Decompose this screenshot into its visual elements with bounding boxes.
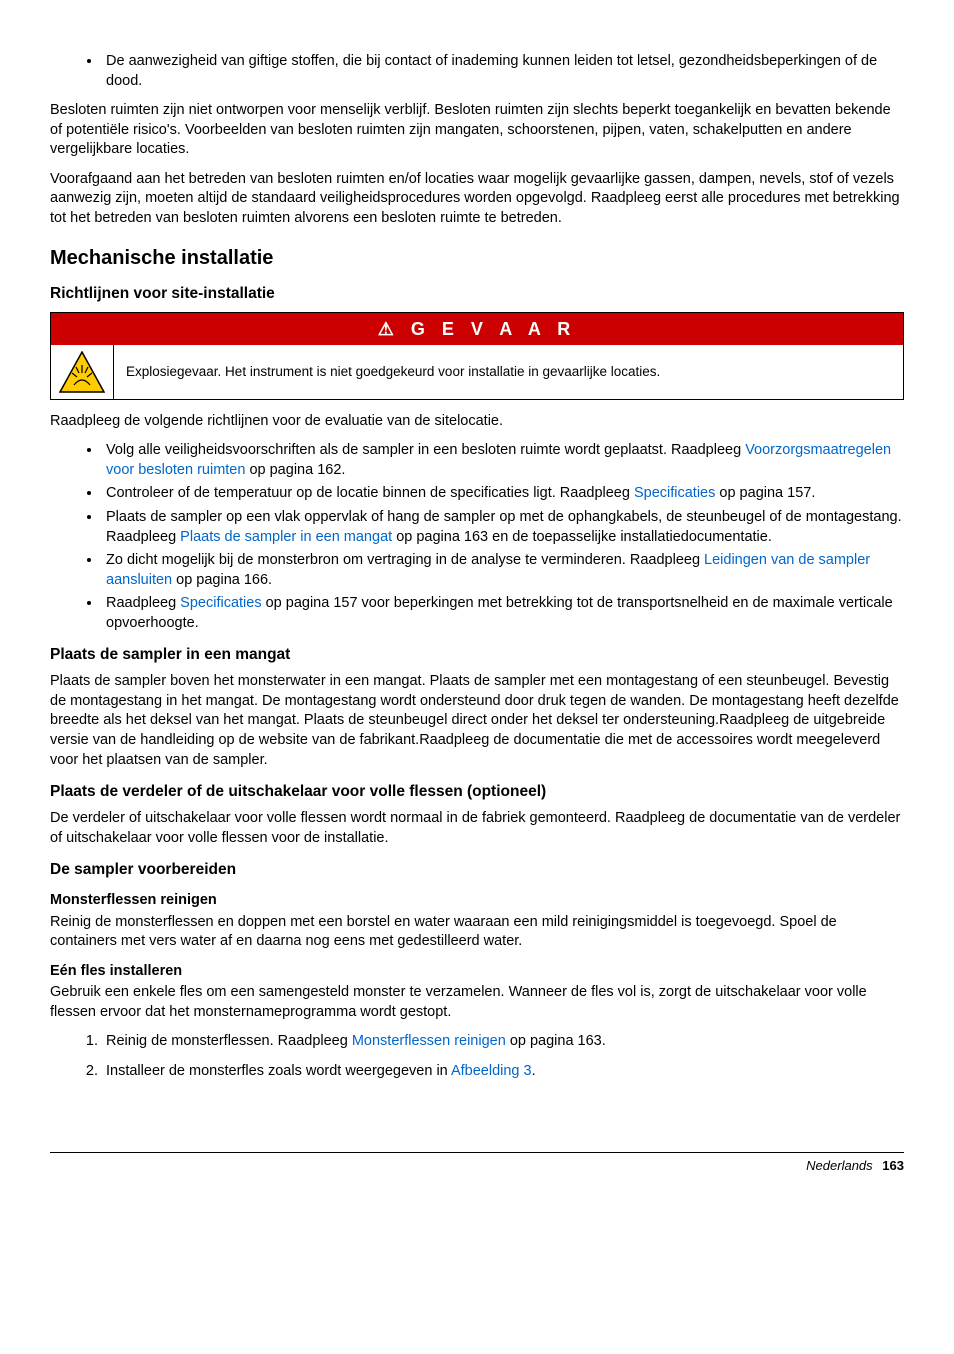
list-item: Zo dicht mogelijk bij de monsterbron om … bbox=[102, 551, 904, 590]
list-item: Plaats de sampler op een vlak oppervlak … bbox=[102, 508, 904, 547]
guidelines-intro: Raadpleeg de volgende richtlijnen voor d… bbox=[50, 412, 904, 432]
guidelines-list: Volg alle veiligheidsvoorschriften als d… bbox=[50, 441, 904, 633]
intro-bullet-list: De aanwezigheid van giftige stoffen, die… bbox=[50, 52, 904, 91]
intro-paragraph-2: Voorafgaand aan het betreden van beslote… bbox=[50, 170, 904, 229]
intro-paragraph-1: Besloten ruimten zijn niet ontworpen voo… bbox=[50, 101, 904, 160]
eenfles-paragraph: Gebruik een enkele fles om een samengest… bbox=[50, 983, 904, 1022]
page-footer: Nederlands 163 bbox=[50, 1152, 904, 1175]
link-specificaties-2[interactable]: Specificaties bbox=[180, 595, 261, 611]
verdeler-heading: Plaats de verdeler of de uitschakelaar v… bbox=[50, 782, 904, 803]
link-specificaties[interactable]: Specificaties bbox=[634, 485, 715, 501]
mangat-paragraph: Plaats de sampler boven het monsterwater… bbox=[50, 672, 904, 770]
text: Zo dicht mogelijk bij de monsterbron om … bbox=[106, 552, 704, 568]
text: op pagina 157. bbox=[715, 485, 815, 501]
danger-box: ⚠ G E V A A R Explosiegevaar. Het instru… bbox=[50, 312, 904, 399]
step-item: Reinig de monsterflessen. Raadpleeg Mons… bbox=[102, 1032, 904, 1052]
step-item: Installeer de monsterfles zoals wordt we… bbox=[102, 1062, 904, 1082]
text: Raadpleeg bbox=[106, 595, 180, 611]
mechanical-heading: Mechanische installatie bbox=[50, 245, 904, 272]
link-reinigen[interactable]: Monsterflessen reinigen bbox=[352, 1033, 506, 1049]
mangat-heading: Plaats de sampler in een mangat bbox=[50, 645, 904, 666]
text: Reinig de monsterflessen. Raadpleeg bbox=[106, 1033, 352, 1049]
text: Installeer de monsterfles zoals wordt we… bbox=[106, 1063, 451, 1079]
intro-bullet-item: De aanwezigheid van giftige stoffen, die… bbox=[102, 52, 904, 91]
footer-page-number: 163 bbox=[882, 1158, 904, 1173]
text: op pagina 162. bbox=[245, 462, 345, 478]
danger-text: Explosiegevaar. Het instrument is niet g… bbox=[114, 355, 903, 389]
danger-label: G E V A A R bbox=[411, 319, 576, 339]
explosion-warning-icon bbox=[51, 345, 114, 399]
list-item: Controleer of de temperatuur op de locat… bbox=[102, 484, 904, 504]
text: . bbox=[532, 1063, 536, 1079]
list-item: Raadpleeg Specificaties op pagina 157 vo… bbox=[102, 594, 904, 633]
text: Volg alle veiligheidsvoorschriften als d… bbox=[106, 442, 745, 458]
list-item: Volg alle veiligheidsvoorschriften als d… bbox=[102, 441, 904, 480]
link-mangat[interactable]: Plaats de sampler in een mangat bbox=[180, 529, 392, 545]
text: Controleer of de temperatuur op de locat… bbox=[106, 485, 634, 501]
danger-warning-icon: ⚠ bbox=[378, 319, 400, 339]
text: op pagina 163. bbox=[506, 1033, 606, 1049]
voorbereiden-heading: De sampler voorbereiden bbox=[50, 860, 904, 881]
footer-language: Nederlands bbox=[806, 1158, 873, 1173]
text: op pagina 166. bbox=[172, 572, 272, 588]
text: op pagina 163 en de toepasselijke instal… bbox=[392, 529, 772, 545]
danger-header: ⚠ G E V A A R bbox=[51, 313, 903, 344]
install-steps: Reinig de monsterflessen. Raadpleeg Mons… bbox=[50, 1032, 904, 1081]
link-afbeelding[interactable]: Afbeelding 3 bbox=[451, 1063, 532, 1079]
reinigen-paragraph: Reinig de monsterflessen en doppen met e… bbox=[50, 913, 904, 952]
danger-body: Explosiegevaar. Het instrument is niet g… bbox=[51, 345, 903, 399]
reinigen-heading: Monsterflessen reinigen bbox=[50, 891, 904, 911]
verdeler-paragraph: De verdeler of uitschakelaar voor volle … bbox=[50, 809, 904, 848]
eenfles-heading: Eén fles installeren bbox=[50, 962, 904, 982]
site-guidelines-heading: Richtlijnen voor site-installatie bbox=[50, 284, 904, 305]
